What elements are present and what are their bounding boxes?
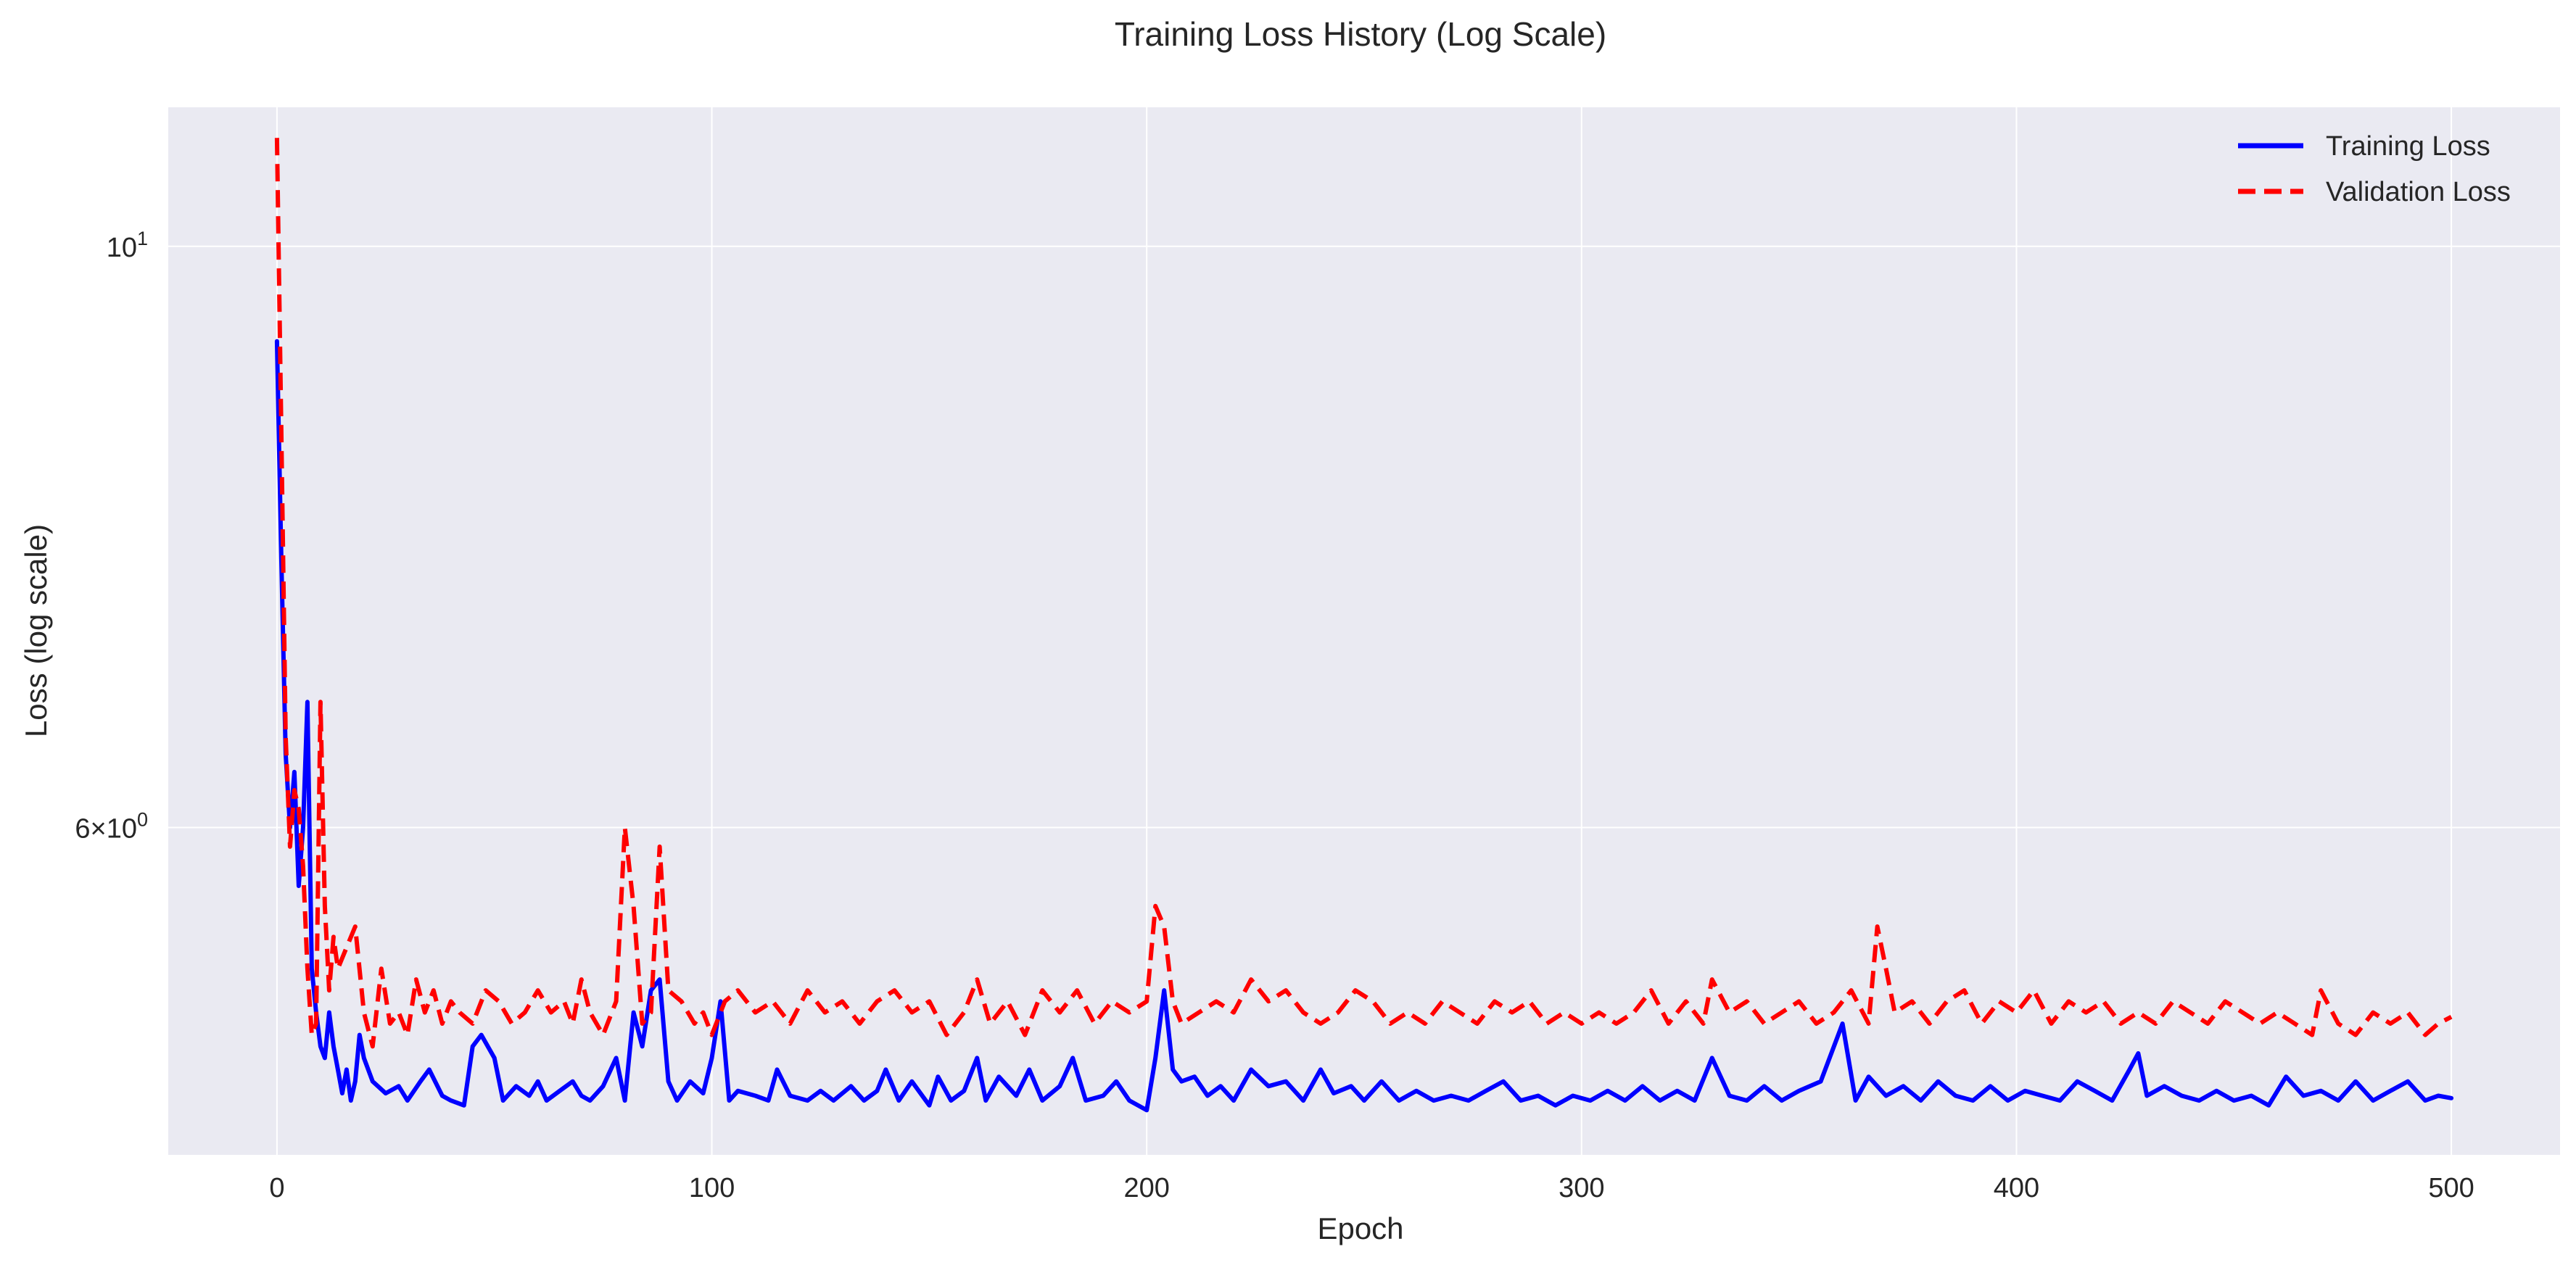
legend-item-training: Training Loss bbox=[2238, 131, 2490, 162]
series-line-training bbox=[274, 339, 2454, 1113]
x-axis-label: Epoch bbox=[1317, 1211, 1403, 1245]
legend: Training Loss Validation Loss bbox=[2238, 131, 2511, 207]
x-tick-label: 200 bbox=[1123, 1173, 1169, 1203]
y-axis-ticks: 101 6×100 bbox=[75, 228, 148, 845]
x-tick-label: 300 bbox=[1559, 1173, 1604, 1203]
x-tick-label: 0 bbox=[269, 1173, 284, 1203]
plot-area bbox=[168, 107, 2560, 1155]
x-tick-label: 100 bbox=[689, 1173, 735, 1203]
legend-item-validation: Validation Loss bbox=[2238, 177, 2511, 207]
y-tick-label: 101 bbox=[107, 228, 148, 263]
y-axis-label: Loss (log scale) bbox=[19, 524, 53, 737]
legend-label-validation: Validation Loss bbox=[2326, 177, 2511, 207]
x-tick-label: 400 bbox=[1994, 1173, 2039, 1203]
x-tick-label: 500 bbox=[2428, 1173, 2474, 1203]
y-tick-label: 6×100 bbox=[75, 809, 148, 845]
x-axis-ticks: 0 100 200 300 400 500 bbox=[269, 1173, 2474, 1203]
series-line-validation bbox=[274, 138, 2453, 1049]
legend-label-training: Training Loss bbox=[2326, 131, 2490, 162]
chart-title: Training Loss History (Log Scale) bbox=[1115, 15, 1606, 53]
series-layer bbox=[274, 138, 2454, 1113]
